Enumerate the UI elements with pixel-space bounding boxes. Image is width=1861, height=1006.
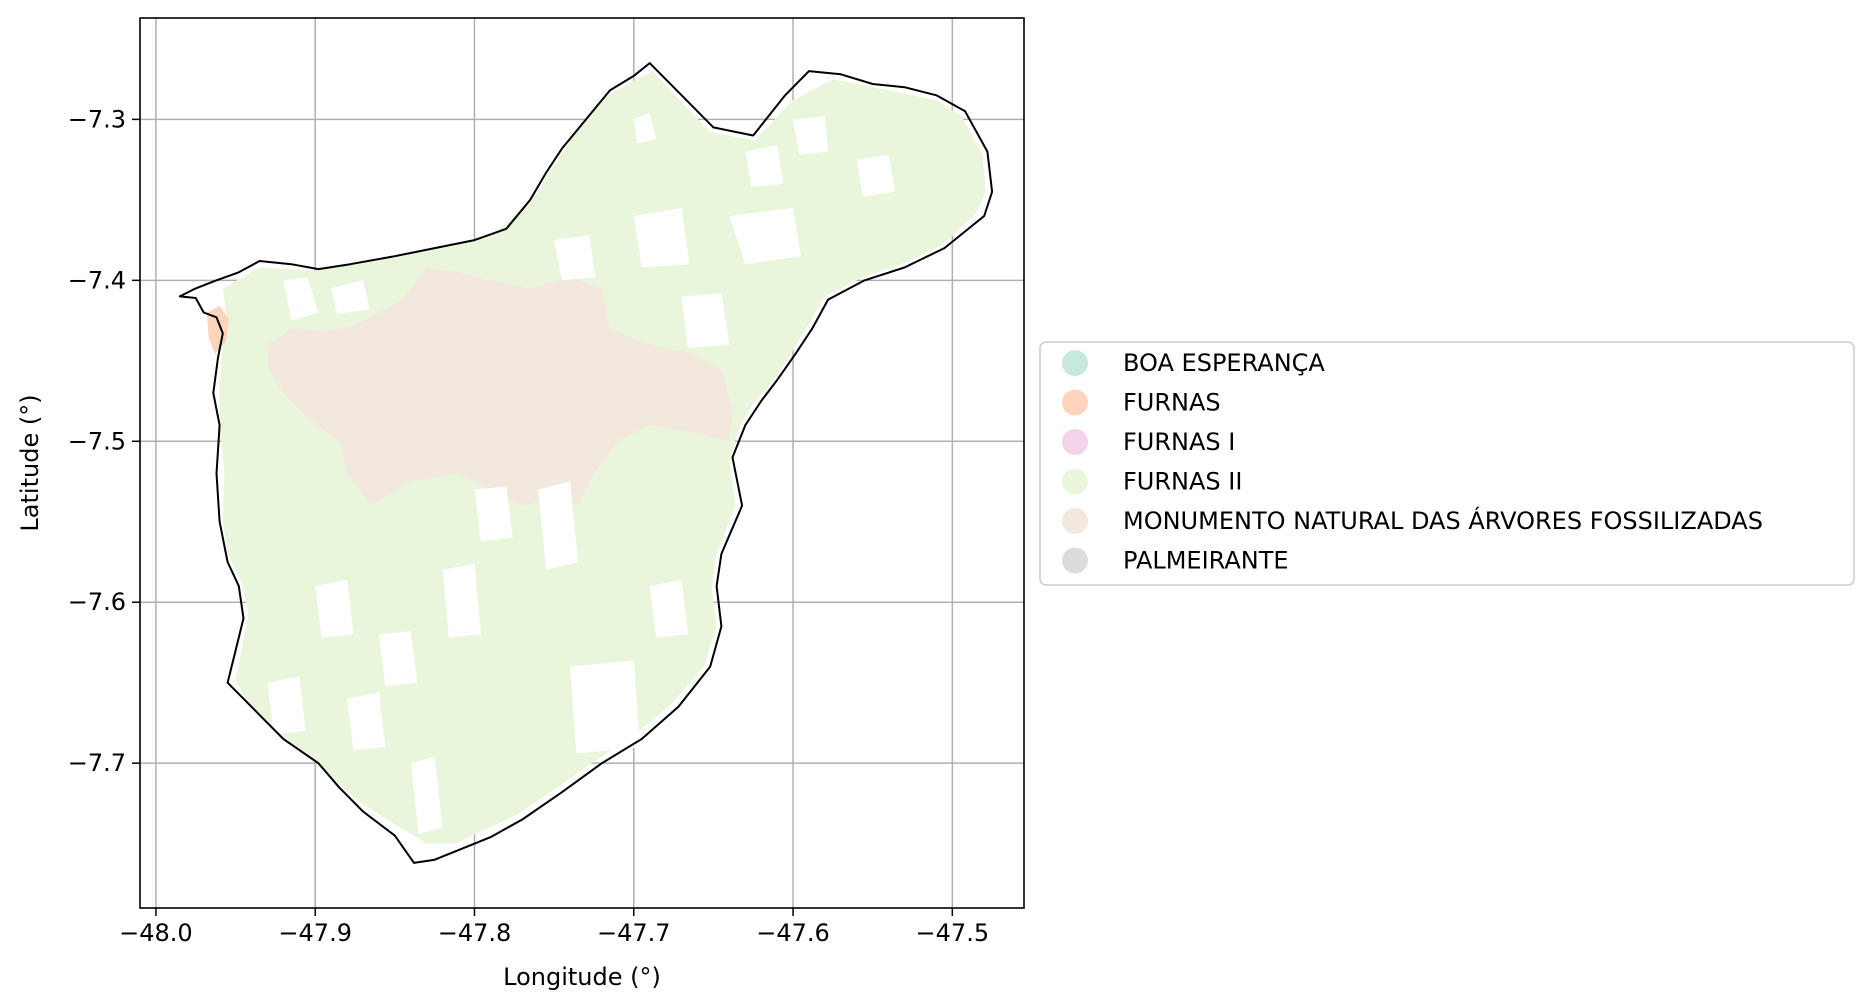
legend-label: FURNAS [1123, 389, 1221, 417]
uncovered-area [442, 563, 481, 638]
uncovered-area [649, 579, 688, 638]
uncovered-area [474, 486, 513, 542]
uncovered-area [315, 579, 354, 638]
boundary-layer [178, 62, 994, 864]
uncovered-area [331, 280, 370, 315]
x-tick-label: −47.5 [916, 919, 990, 947]
legend: BOA ESPERANÇA FURNAS FURNAS I FURNAS II MONU… [1039, 341, 1855, 586]
x-tick-label: −47.8 [438, 919, 512, 947]
y-tick-label: −7.6 [68, 588, 126, 616]
uncovered-area [267, 676, 306, 735]
x-tick-label: −48.0 [119, 919, 193, 947]
uncovered-area [681, 293, 730, 348]
uncovered-area [745, 145, 784, 187]
uncovered-area [538, 481, 578, 570]
uncovered-area [633, 207, 690, 268]
gaps-layer [267, 113, 895, 834]
uncovered-area [410, 756, 443, 834]
uncovered-area [570, 660, 641, 754]
y-tick-label: −7.7 [68, 749, 126, 777]
y-axis-label: Latitude (°) [16, 394, 44, 531]
legend-marker [1062, 429, 1088, 455]
plot-area: −48.0 −47.9 −47.8 −47.7 −47.6 −47.5 −7.3 −7.4 −7… [68, 17, 1025, 947]
region-furnas [206, 306, 230, 355]
y-tick-label: −7.5 [68, 427, 126, 455]
uncovered-area [283, 277, 319, 321]
legend-label: BOA ESPERANÇA [1123, 349, 1325, 377]
uncovered-area [378, 631, 418, 686]
uncovered-area [633, 113, 657, 144]
x-tick-label: −47.7 [597, 919, 671, 947]
municipality-boundary [178, 62, 994, 864]
legend-label: MONUMENTO NATURAL DAS ÁRVORES FOSSILIZAD… [1123, 506, 1763, 535]
legend-frame [1039, 341, 1855, 586]
x-tick-label: −47.9 [278, 919, 352, 947]
uncovered-area [793, 116, 829, 155]
ticks-layer: −48.0 −47.9 −47.8 −47.7 −47.6 −47.5 −7.3 −7.4 −7… [68, 105, 989, 947]
x-tick-label: −47.6 [756, 919, 830, 947]
region-monumento-natural-das-rvores-fossilizadas [267, 267, 733, 506]
y-tick-label: −7.4 [68, 266, 126, 294]
legend-label: PALMEIRANTE [1123, 547, 1289, 575]
y-tick-label: −7.3 [68, 105, 126, 133]
legend-entries: BOA ESPERANÇA FURNAS FURNAS I FURNAS II MONU… [1062, 349, 1763, 575]
uncovered-area [729, 207, 801, 265]
legend-marker [1062, 389, 1088, 416]
uncovered-area [856, 154, 895, 197]
legend-marker [1062, 508, 1088, 534]
legend-marker [1062, 350, 1088, 376]
uncovered-area [347, 692, 386, 751]
axes-frame [139, 17, 1025, 909]
legend-label: FURNAS I [1123, 428, 1235, 456]
uncovered-area [554, 235, 596, 281]
x-axis-label: Longitude (°) [503, 963, 661, 991]
legend-label: FURNAS II [1123, 468, 1242, 496]
legend-marker [1062, 468, 1088, 495]
legend-marker [1062, 547, 1088, 574]
